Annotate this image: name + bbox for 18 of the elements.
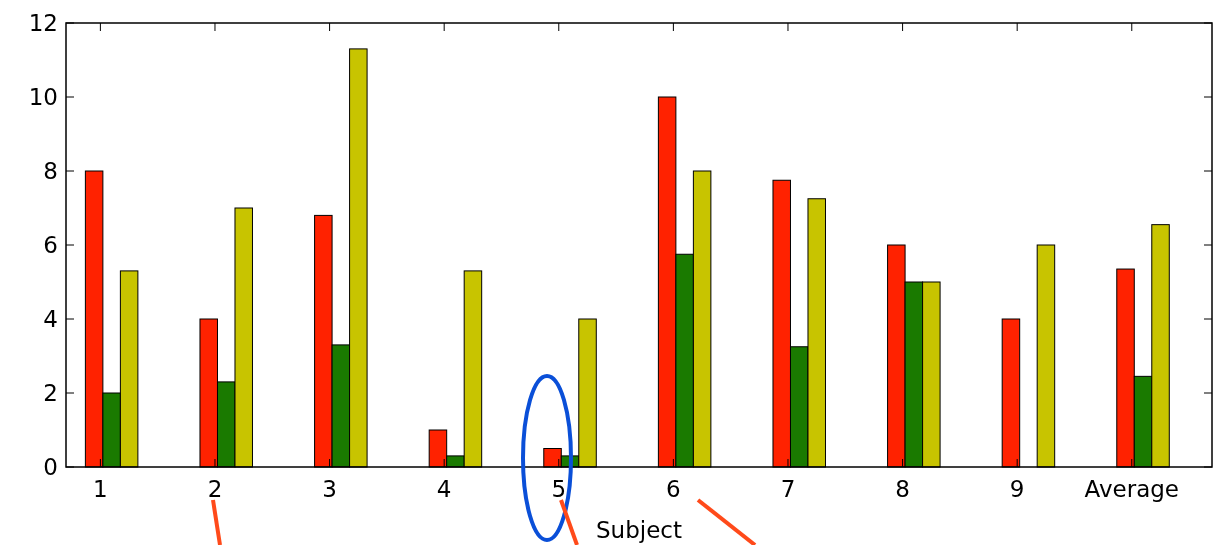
x-tick-label: 5	[551, 476, 567, 502]
x-tick-label: 4	[436, 476, 452, 502]
x-tick-label: 3	[322, 476, 337, 502]
y-tick-label: 6	[43, 232, 58, 259]
y-tick-label: 4	[43, 306, 58, 333]
y-tick-label: 10	[28, 84, 58, 111]
x-tick-label: Average	[1084, 476, 1180, 502]
y-tick-label: 12	[28, 10, 58, 37]
x-tick-label: 8	[895, 476, 910, 502]
y-tick-label: 0	[43, 454, 58, 481]
x-tick-label: 7	[780, 476, 796, 502]
y-tick-label: 2	[43, 380, 58, 407]
x-tick-label: 1	[93, 476, 108, 502]
x-tick-label: 2	[207, 476, 223, 502]
x-tick-label: 6	[666, 476, 681, 502]
x-axis-title: Subject	[596, 517, 682, 543]
x-tick-label: 9	[1009, 476, 1025, 502]
y-tick-label: 8	[43, 158, 58, 185]
